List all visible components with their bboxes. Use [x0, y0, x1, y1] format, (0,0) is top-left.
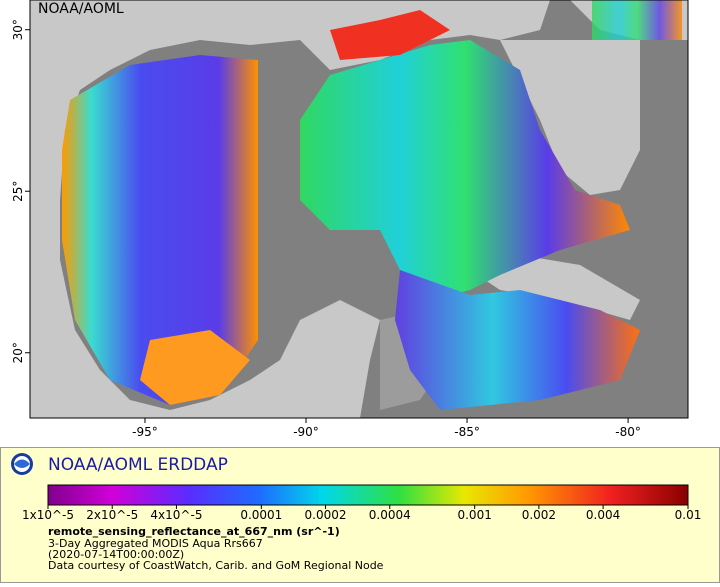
brand: NOAA/AOML ERDDAP [48, 455, 228, 475]
info-line: (2020-07-14T00:00:00Z) [48, 548, 184, 561]
y-tick-label: 30° [11, 19, 25, 40]
x-tick-label: -85° [454, 425, 480, 439]
axes: -95° -90° -85° -80° 20° 25° 30° [11, 19, 641, 439]
map-label: NOAA/AOML [38, 1, 124, 17]
x-tick-label: -95° [132, 425, 158, 439]
legend-panel [0, 447, 720, 583]
colorbar-tick-label: 2x10^-5 [86, 508, 138, 522]
colorbar-tick-label: 0.002 [522, 508, 556, 522]
colorbar-ticks: 1x10^-5 2x10^-5 4x10^-5 0.0001 0.0002 0.0004 0… [22, 505, 701, 522]
y-tick-label: 20° [11, 342, 25, 363]
y-tick-label: 25° [11, 181, 25, 202]
noaa-logo [11, 453, 33, 475]
colorbar-tick-label: 0.01 [675, 508, 702, 522]
colorbar-tick-label: 0.001 [457, 508, 491, 522]
info-line: 3-Day Aggregated MODIS Aqua Rrs667 [48, 537, 263, 550]
x-tick-label: -90° [293, 425, 319, 439]
colorbar-tick-label: 0.0001 [240, 508, 282, 522]
map [30, 0, 688, 418]
info-line: Data courtesy of CoastWatch, Carib. and … [48, 559, 384, 572]
colorbar-tick-label: 4x10^-5 [150, 508, 202, 522]
colorbar [47, 484, 689, 506]
colorbar-tick-label: 1x10^-5 [22, 508, 74, 522]
x-tick-label: -80° [615, 425, 641, 439]
colorbar-tick-label: 0.004 [586, 508, 620, 522]
map-frame [29, 0, 689, 419]
colorbar-tick-label: 0.0002 [305, 508, 347, 522]
colorbar-tick-label: 0.0004 [369, 508, 411, 522]
variable: remote_sensing_reflectance_at_667_nm (sr… [48, 525, 340, 538]
